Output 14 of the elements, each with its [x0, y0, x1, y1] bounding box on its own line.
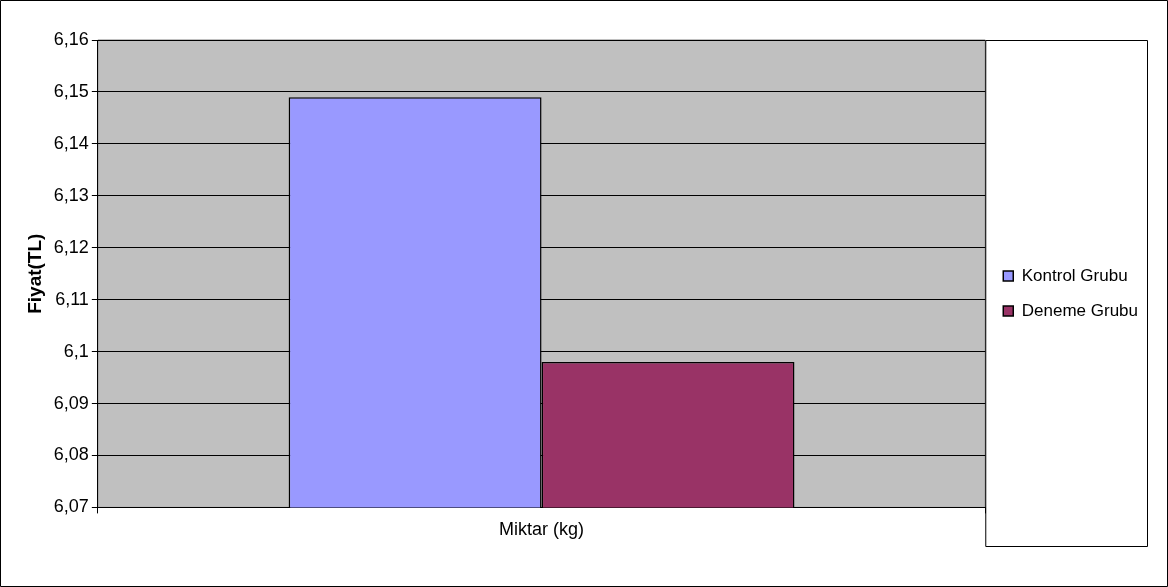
y-tick-label: 6,07: [53, 496, 89, 517]
legend-label: Deneme Grubu: [1021, 300, 1139, 320]
y-tick-label: 6,14: [53, 132, 89, 153]
y-tick-label: 6,11: [55, 288, 89, 309]
y-tick-label: 6,13: [53, 184, 89, 205]
y-tick-label: 6,09: [53, 392, 89, 413]
y-tick-label: 6,08: [53, 444, 89, 465]
legend-label: Kontrol Grubu: [1021, 265, 1128, 285]
y-tick-label: 6,1: [63, 340, 89, 361]
y-tick-label: 6,16: [53, 28, 89, 49]
y-tick-label: 6,15: [53, 80, 89, 101]
y-tick-label: 6,12: [53, 236, 89, 257]
y-axis-title: Fiyat(TL): [23, 233, 45, 314]
x-tick-label: Miktar (kg): [499, 519, 585, 540]
